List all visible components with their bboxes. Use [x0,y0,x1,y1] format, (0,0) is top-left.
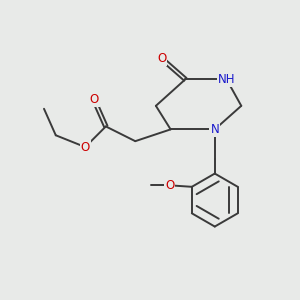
Text: O: O [89,93,99,106]
Text: O: O [157,52,167,65]
Text: N: N [210,123,219,136]
Text: O: O [81,141,90,154]
Text: O: O [165,179,174,192]
Text: NH: NH [218,73,235,86]
